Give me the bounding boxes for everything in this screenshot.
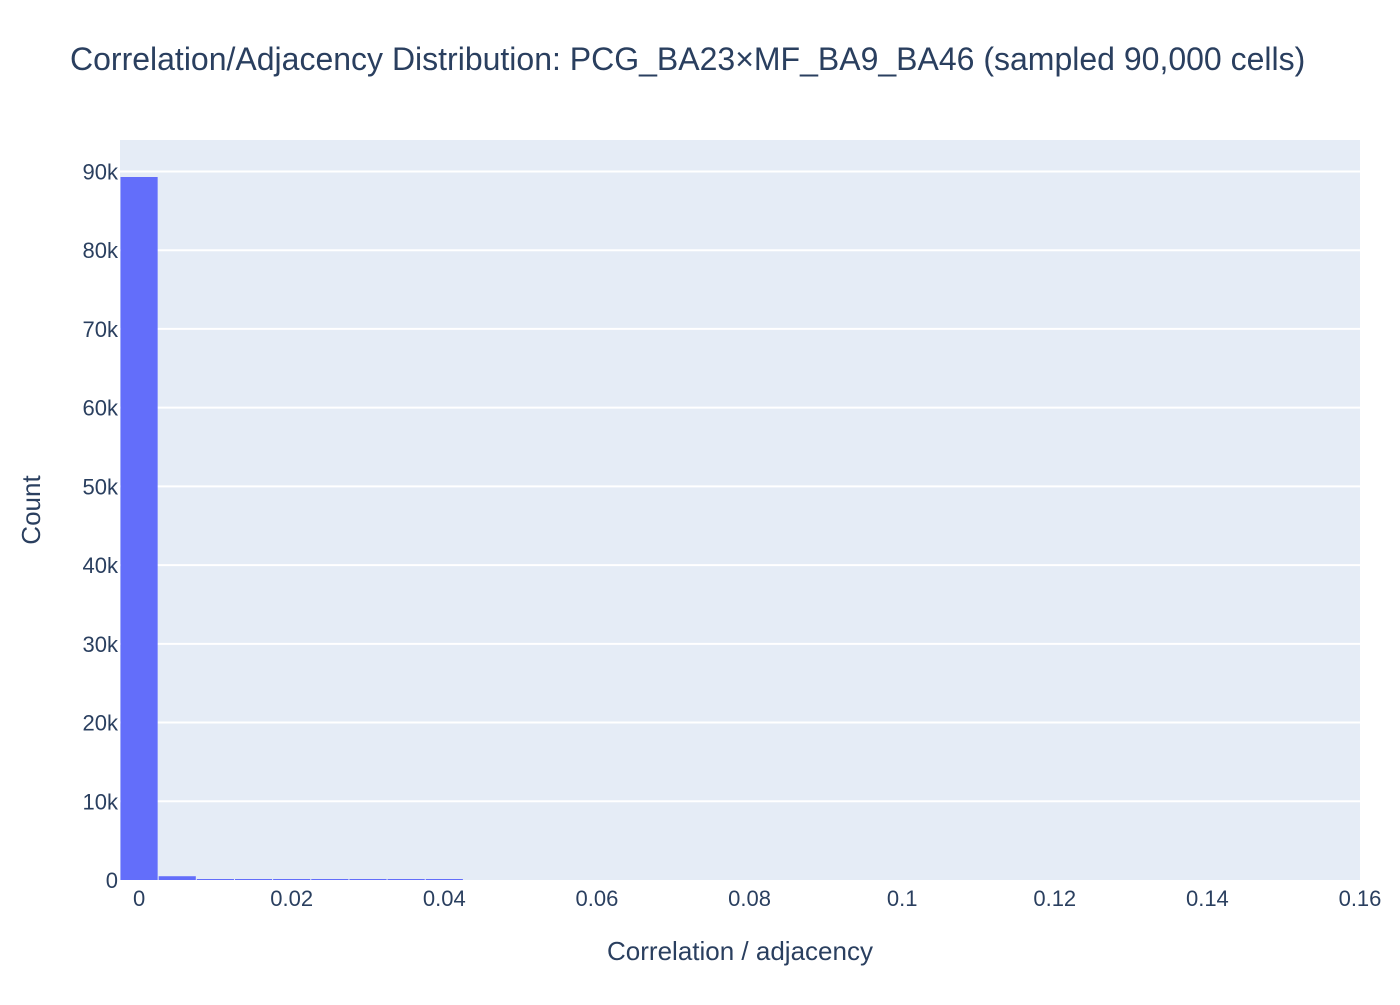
x-axis-ticks: 0 0.02 0.04 0.06 0.08 0.1 0.12 0.14 0.16 <box>133 886 1381 911</box>
x-tick-label: 0.08 <box>728 886 771 911</box>
x-tick-label: 0.02 <box>270 886 313 911</box>
y-tick-label: 80k <box>83 238 119 263</box>
x-tick-label: 0.1 <box>887 886 918 911</box>
histogram-bar <box>158 876 196 880</box>
y-tick-label: 10k <box>83 789 119 814</box>
y-tick-label: 60k <box>83 396 119 421</box>
y-tick-label: 0 <box>106 868 118 893</box>
histogram-bar <box>273 879 311 880</box>
y-tick-label: 90k <box>83 159 119 184</box>
y-tick-label: 70k <box>83 317 119 342</box>
chart-title: Correlation/Adjacency Distribution: PCG_… <box>70 41 1305 77</box>
histogram-bar <box>425 879 463 880</box>
histogram-bar <box>196 879 234 880</box>
x-tick-label: 0 <box>133 886 145 911</box>
plot-background <box>120 140 1360 880</box>
x-axis-label: Correlation / adjacency <box>607 936 873 966</box>
histogram-bar <box>120 177 158 880</box>
histogram-bar <box>311 879 349 880</box>
histogram-bar <box>349 879 387 880</box>
x-tick-label: 0.14 <box>1186 886 1229 911</box>
x-tick-label: 0.16 <box>1339 886 1382 911</box>
y-tick-label: 30k <box>83 632 119 657</box>
y-tick-label: 50k <box>83 474 119 499</box>
grid-lines <box>120 170 1360 803</box>
x-tick-label: 0.04 <box>423 886 466 911</box>
x-tick-label: 0.06 <box>576 886 619 911</box>
histogram-bar <box>234 879 273 880</box>
y-tick-label: 40k <box>83 553 119 578</box>
y-axis-label: Count <box>16 475 46 545</box>
x-tick-label: 0.12 <box>1033 886 1076 911</box>
y-tick-label: 20k <box>83 711 119 736</box>
y-axis-ticks: 0 10k 20k 30k 40k 50k 60k 70k 80k 90k <box>83 159 119 893</box>
histogram-bar <box>387 879 425 880</box>
histogram-bars <box>120 177 463 880</box>
